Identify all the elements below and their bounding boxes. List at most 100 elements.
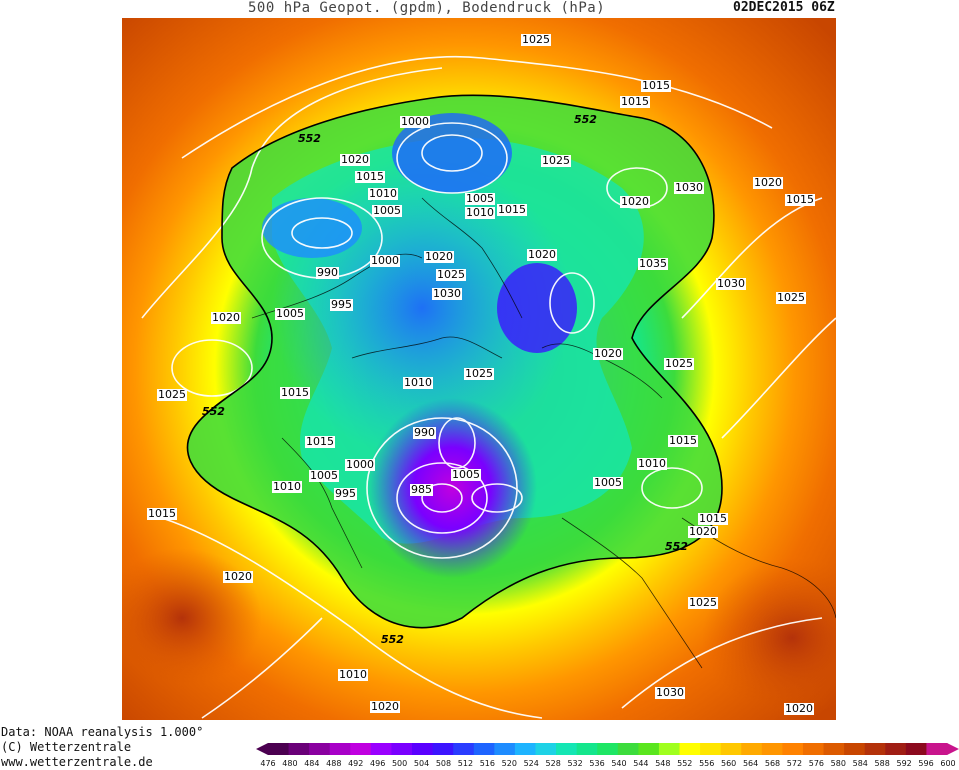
isobar-label: 1015	[147, 507, 177, 520]
isobar-label: 995	[334, 487, 357, 500]
colorbar	[256, 743, 959, 755]
isobar-label: 1020	[340, 153, 370, 166]
isobar-label: 1020	[211, 311, 241, 324]
isobar-label: 1005	[372, 204, 402, 217]
colorbar-swatch	[679, 743, 701, 755]
isobar-label: 1015	[641, 79, 671, 92]
isobar-label: 1005	[275, 307, 305, 320]
isobar-label: 1020	[527, 248, 557, 261]
isobar-label: 1010	[637, 457, 667, 470]
isobar-label: 990	[316, 266, 339, 279]
colorbar-swatch	[576, 743, 598, 755]
colorbar-swatch	[329, 743, 351, 755]
colorbar-swatch	[658, 743, 681, 755]
isobar-label: 985	[410, 483, 433, 496]
credits-copyright: (C) Wetterzentrale	[1, 740, 132, 754]
colorbar-tick-label: 572	[786, 759, 803, 768]
colorbar-tick-label: 544	[633, 759, 649, 768]
isobar-label: 1015	[280, 386, 310, 399]
isobar-label: 1010	[272, 480, 302, 493]
colorbar-swatch	[309, 743, 331, 755]
colorbar-swatch	[885, 743, 907, 755]
isobar-label: 1015	[497, 203, 527, 216]
isobar-label: 1005	[593, 476, 623, 489]
colorbar-swatch	[741, 743, 763, 755]
colorbar-swatch	[556, 743, 578, 755]
isobar-label: 1020	[688, 525, 718, 538]
isobar-label: 1010	[465, 206, 495, 219]
colorbar-tick-label: 476	[260, 759, 276, 768]
map-title: 500 hPa Geopot. (gpdm), Bodendruck (hPa)	[248, 0, 606, 16]
isobar-label: 1030	[432, 287, 462, 300]
isobar-label: 1020	[370, 700, 400, 713]
colorbar-swatch	[926, 743, 948, 755]
isobar-label: 1010	[368, 187, 398, 200]
credits: Data: NOAA reanalysis 1.000° (C) Wetterz…	[1, 725, 203, 770]
colorbar-tick-label: 592	[896, 759, 912, 768]
colorbar-tick-label: 600	[940, 759, 956, 768]
colorbar-tick-label: 480	[282, 759, 298, 768]
colorbar-swatch	[782, 743, 804, 755]
isobar-label: 1005	[451, 468, 481, 481]
isobar-label: 1005	[309, 469, 339, 482]
colorbar-swatch	[823, 743, 845, 755]
colorbar-swatch	[473, 743, 495, 755]
isobars	[141, 55, 836, 719]
isobar-label: 1000	[370, 254, 400, 267]
low-europe-west	[262, 198, 362, 258]
colorbar-tick-label: 564	[742, 759, 759, 768]
colorbar-swatch	[905, 743, 927, 755]
colorbar-tick-label: 500	[391, 759, 408, 768]
colorbar-swatch	[268, 743, 290, 755]
isobar-label: 1020	[784, 702, 814, 715]
isobar-label: 1010	[403, 376, 433, 389]
isobar-label: 1000	[400, 115, 430, 128]
low-pacific	[392, 113, 512, 193]
colorbar-tick-label: 584	[852, 759, 868, 768]
colorbar-swatch	[844, 743, 866, 755]
credits-website: www.wetterzentrale.de	[1, 755, 153, 769]
colorbar-tick-label: 492	[348, 759, 364, 768]
colorbar-swatch	[720, 743, 742, 755]
isobar-label: 1025	[464, 367, 494, 380]
isobar-label: 1030	[674, 181, 704, 194]
isobar-label: 1025	[688, 596, 718, 609]
isobar-label: 1030	[716, 277, 746, 290]
colorbar-swatch	[761, 743, 783, 755]
isobar-label: 1020	[753, 176, 783, 189]
isobar-label: 1030	[655, 686, 685, 699]
low-siberia	[497, 263, 577, 353]
colorbar-tick-label: 528	[545, 759, 561, 768]
colorbar-tick-label: 556	[699, 759, 715, 768]
colorbar-tick-label: 580	[830, 759, 846, 768]
colorbar-tick-label: 508	[435, 759, 452, 768]
credits-data-source: Data: NOAA reanalysis 1.000°	[1, 725, 204, 739]
colorbar-swatch	[288, 743, 310, 755]
polar-low-labrador	[367, 398, 537, 578]
ridge-pacific-south	[122, 548, 262, 688]
isobar-label: 1015	[698, 512, 728, 525]
isobar-label: 995	[330, 298, 353, 311]
contour-label: 552	[574, 113, 597, 126]
isobar-label: 1025	[776, 291, 806, 304]
colorbar-tick-label: 536	[589, 759, 605, 768]
isobar-label: 1020	[424, 250, 454, 263]
isobar-label: 1000	[345, 458, 375, 471]
colorbar-swatch	[412, 743, 434, 755]
colorbar-tick-label: 576	[808, 759, 825, 768]
colorbar-tick-label: 532	[567, 759, 583, 768]
colorbar-swatch	[617, 743, 639, 755]
colorbar-tick-label: 540	[611, 759, 627, 768]
colorbar-ticks: 476 480 484 488 492 496 500 504 508 512 516 520 524 5…	[260, 759, 955, 769]
colorbar-swatch	[802, 743, 825, 755]
isobar-label: 1020	[593, 347, 623, 360]
colorbar-swatch	[638, 743, 660, 755]
colorbar-right-arrow	[947, 743, 959, 755]
colorbar-swatch	[535, 743, 557, 755]
ridge-africa	[702, 558, 836, 718]
isobar-label: 1010	[338, 668, 368, 681]
isobar-label: 1015	[785, 193, 815, 206]
isobar-label: 1015	[668, 434, 698, 447]
colorbar-tick-label: 496	[370, 759, 386, 768]
isobar-label: 1025	[541, 154, 571, 167]
